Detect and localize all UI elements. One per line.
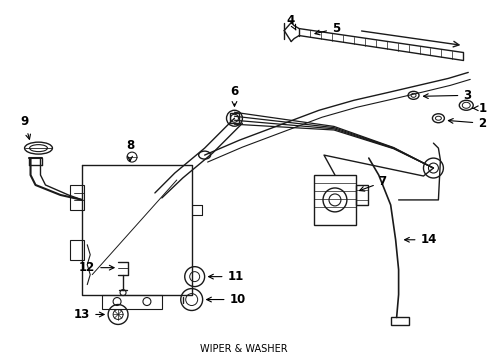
Bar <box>102 294 162 310</box>
Text: 9: 9 <box>20 115 30 139</box>
Bar <box>390 318 408 325</box>
Text: 7: 7 <box>359 175 386 191</box>
Bar <box>70 185 84 210</box>
Text: 10: 10 <box>206 293 245 306</box>
Bar <box>229 113 239 123</box>
Text: 12: 12 <box>79 261 114 274</box>
Text: 3: 3 <box>423 89 470 102</box>
Text: 14: 14 <box>404 233 436 246</box>
Bar <box>355 185 367 205</box>
Text: 1: 1 <box>471 102 486 115</box>
Text: 8: 8 <box>125 139 134 161</box>
Bar <box>70 240 84 260</box>
Text: WIPER & WASHER: WIPER & WASHER <box>199 344 286 354</box>
Text: 13: 13 <box>74 308 104 321</box>
Text: 5: 5 <box>314 22 340 35</box>
Text: 11: 11 <box>208 270 243 283</box>
Text: 4: 4 <box>286 14 295 30</box>
Bar <box>313 175 355 225</box>
Text: 6: 6 <box>230 85 238 106</box>
Text: 2: 2 <box>447 117 486 130</box>
